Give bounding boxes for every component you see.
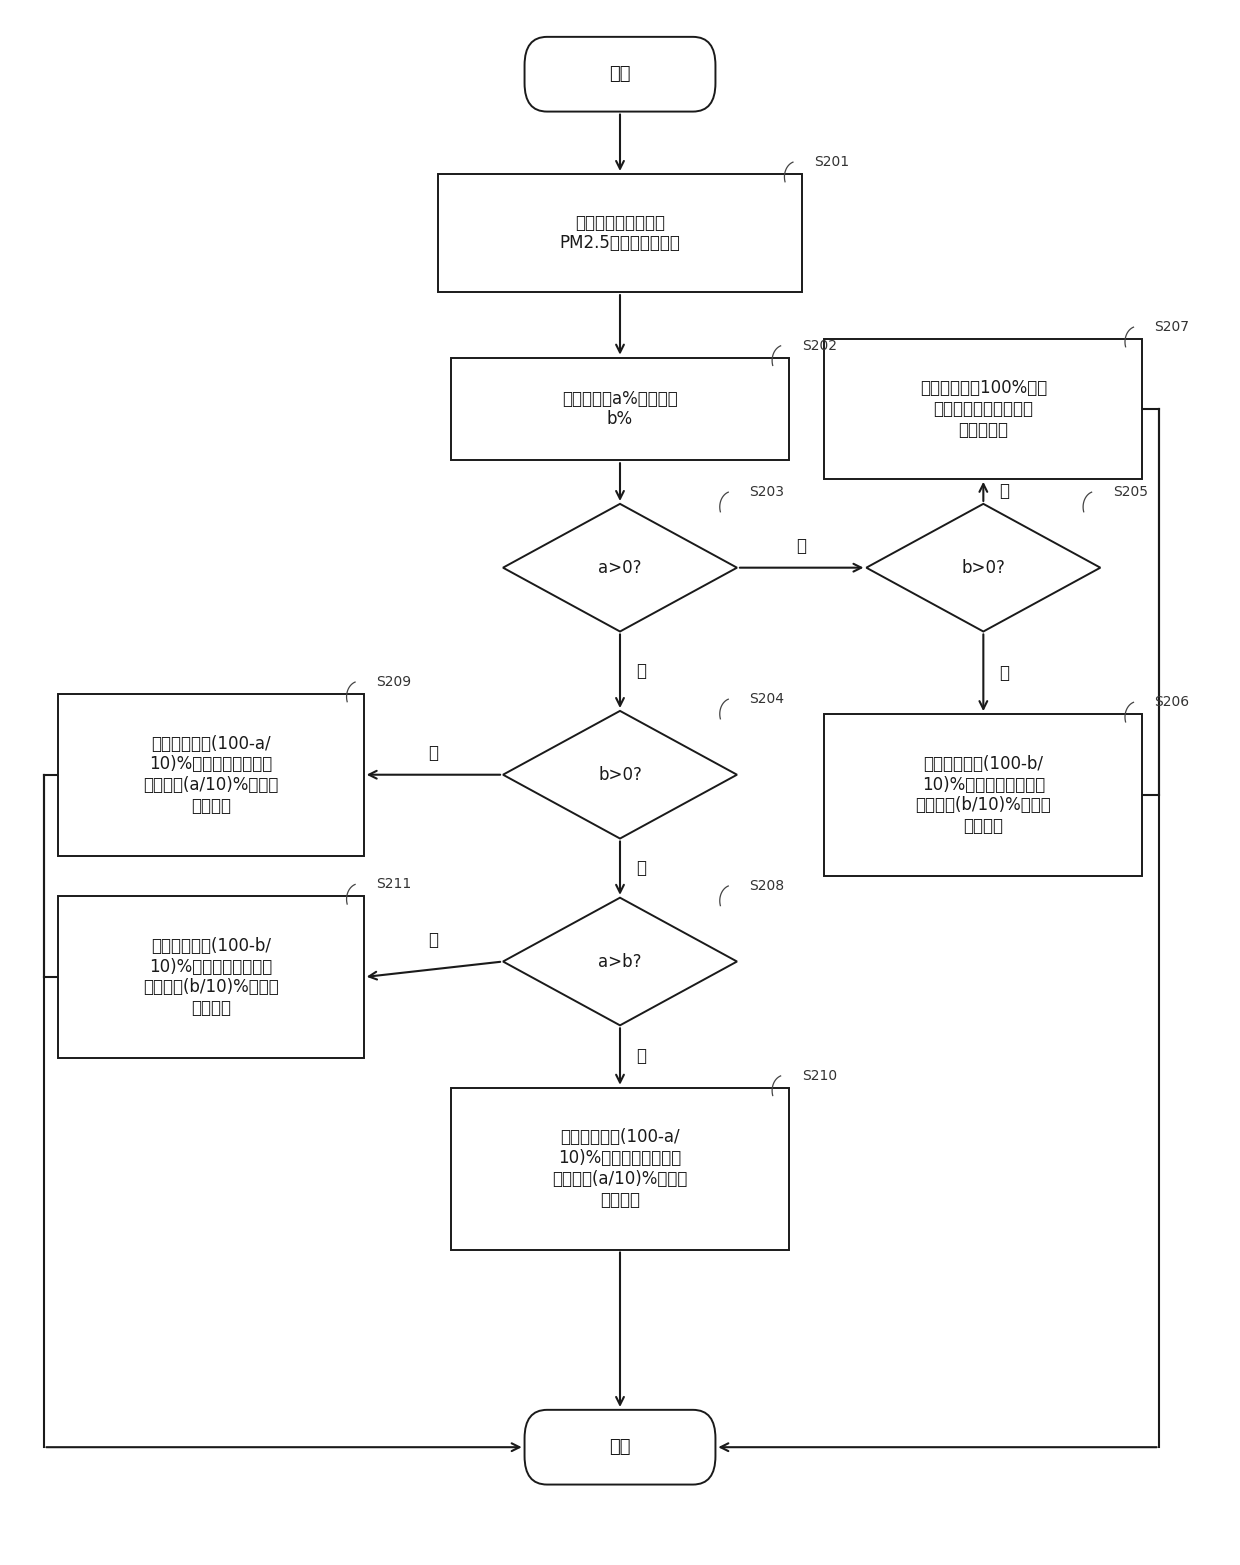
Bar [825, 340, 1142, 479]
Text: 否: 否 [999, 482, 1009, 501]
Text: S211: S211 [376, 878, 412, 892]
Bar [450, 1088, 790, 1249]
Text: S209: S209 [376, 675, 412, 689]
Text: S201: S201 [813, 155, 849, 169]
FancyBboxPatch shape [525, 1410, 715, 1485]
Polygon shape [503, 898, 737, 1025]
Text: 是: 是 [999, 664, 1009, 682]
Text: S203: S203 [749, 485, 785, 499]
Text: S208: S208 [749, 880, 785, 894]
Text: 是: 是 [636, 859, 646, 876]
Text: S204: S204 [749, 692, 785, 706]
Text: a>b?: a>b? [598, 953, 642, 970]
Text: 第一阀体开启(100-b/
10)%，第三阀体和第四
阀体开启(b/10)%，第二
阀体关闭: 第一阀体开启(100-b/ 10)%，第三阀体和第四 阀体开启(b/10)%，第… [915, 754, 1052, 836]
Bar [450, 357, 790, 460]
Text: S207: S207 [1154, 321, 1189, 335]
Polygon shape [503, 711, 737, 839]
Text: 计算百分比a%和百分比
b%: 计算百分比a%和百分比 b% [562, 390, 678, 429]
Bar [58, 693, 363, 856]
Bar [825, 714, 1142, 876]
FancyBboxPatch shape [525, 38, 715, 111]
Text: 第一阀体开启(100-a/
10)%，第二阀体和第四
阀体开启(a/10)%，第三
阀体关闭: 第一阀体开启(100-a/ 10)%，第二阀体和第四 阀体开启(a/10)%，第… [144, 734, 279, 815]
Text: b>0?: b>0? [961, 559, 1006, 576]
Text: 开始: 开始 [609, 66, 631, 83]
Text: 第一阀体开启(100-a/
10)%，第二阀体和第四
阀体开启(a/10)%，第三
阀体关闭: 第一阀体开启(100-a/ 10)%，第二阀体和第四 阀体开启(a/10)%，第… [552, 1128, 688, 1208]
Text: 否: 否 [796, 537, 807, 556]
Text: b>0?: b>0? [598, 765, 642, 784]
Bar [58, 897, 363, 1058]
Polygon shape [503, 504, 737, 632]
Text: S205: S205 [1112, 485, 1148, 499]
Text: 第一阀体开启(100-b/
10)%，第二阀体和第四
阀体开启(b/10)%，第三
阀体关闭: 第一阀体开启(100-b/ 10)%，第二阀体和第四 阀体开启(b/10)%，第… [143, 937, 279, 1017]
Text: 第一阀体开启100%，第
二阀体、第三阀体、第
四阀体关闭: 第一阀体开启100%，第 二阀体、第三阀体、第 四阀体关闭 [920, 379, 1047, 438]
Polygon shape [867, 504, 1100, 632]
Text: 是: 是 [636, 1047, 646, 1066]
Text: S210: S210 [802, 1069, 837, 1083]
Text: 否: 否 [428, 931, 439, 948]
Text: a>0?: a>0? [598, 559, 642, 576]
Text: S206: S206 [1154, 695, 1189, 709]
Text: S202: S202 [802, 340, 837, 352]
Text: 是: 是 [636, 662, 646, 681]
Text: 结束: 结束 [609, 1438, 631, 1455]
Text: 获取出风段中空气的
PM2.5浓度和细菌浓度: 获取出风段中空气的 PM2.5浓度和细菌浓度 [559, 213, 681, 252]
Bar [438, 174, 802, 293]
Text: 否: 否 [428, 743, 439, 762]
